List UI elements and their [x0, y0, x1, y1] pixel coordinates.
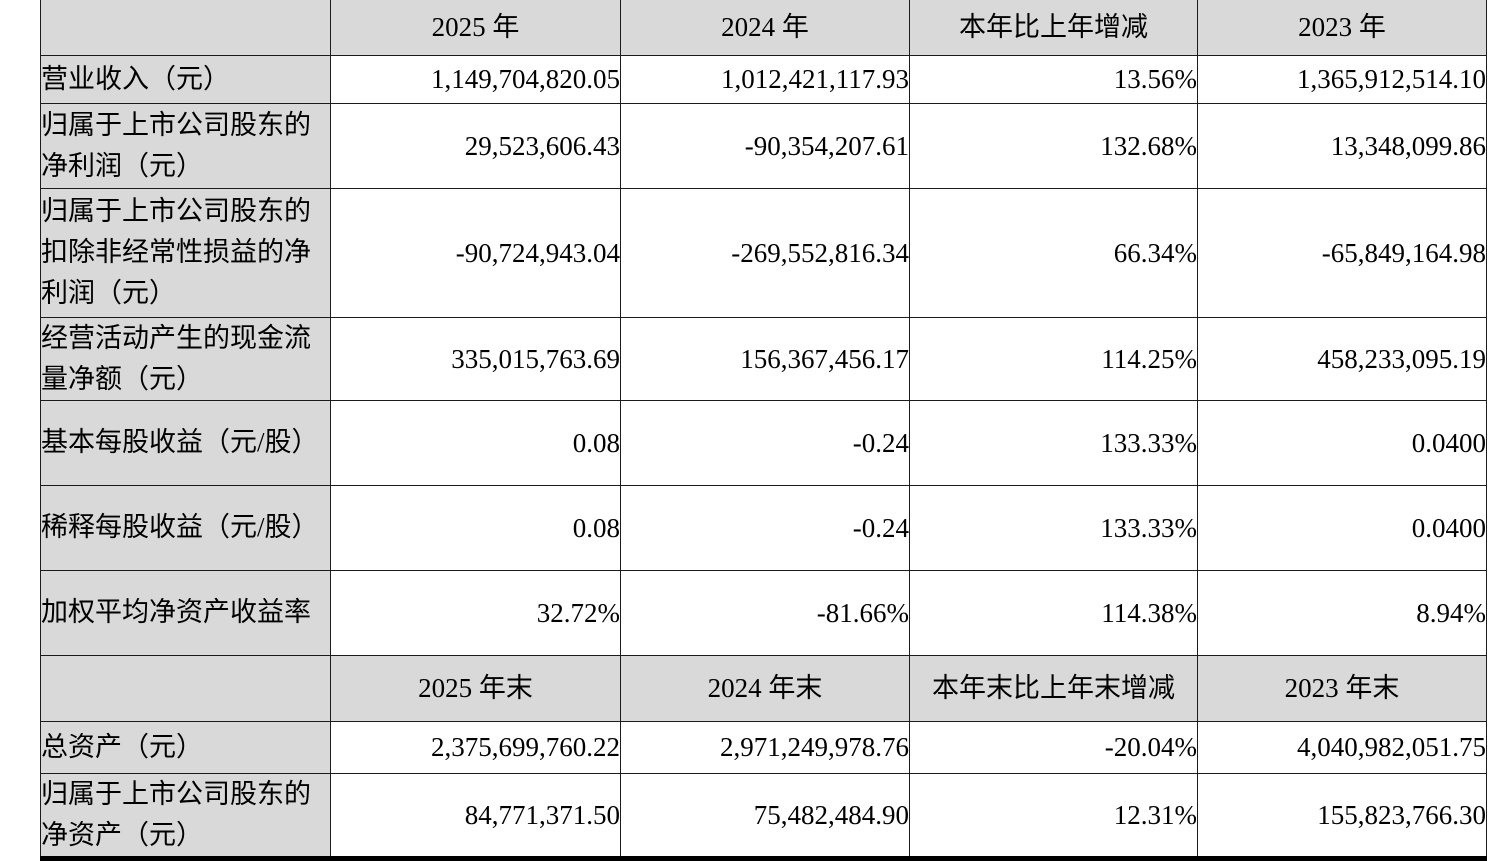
cell-2024: -0.24: [620, 399, 910, 486]
table-row-basic-eps: 基本每股收益（元/股） 0.08 -0.24 133.33% 0.0400: [40, 399, 1487, 486]
cell-2025: 32.72%: [330, 569, 621, 656]
cell-2023: 13,348,099.86: [1197, 102, 1487, 189]
col-header-eoy-change: 本年末比上年末增减: [909, 654, 1198, 722]
cell-2024: 2,971,249,978.76: [620, 720, 910, 774]
cell-change: 12.31%: [909, 772, 1198, 861]
cell-change: 66.34%: [909, 187, 1198, 318]
col-header-empty: [40, 0, 331, 56]
row-label: 归属于上市公司股东的扣除非经常性损益的净利润（元）: [40, 187, 331, 318]
cell-change: 114.38%: [909, 569, 1198, 656]
cell-2023: 0.0400: [1197, 484, 1487, 571]
cell-2023: 155,823,766.30: [1197, 772, 1487, 861]
cell-2023: -65,849,164.98: [1197, 187, 1487, 318]
cell-change: 133.33%: [909, 484, 1198, 571]
cell-2023: 1,365,912,514.10: [1197, 54, 1487, 104]
annual-header-row: 2025 年 2024 年 本年比上年增减 2023 年: [40, 0, 1487, 56]
table-row-diluted-eps: 稀释每股收益（元/股） 0.08 -0.24 133.33% 0.0400: [40, 484, 1487, 571]
col-header-2024-end: 2024 年末: [620, 654, 910, 722]
col-header-2025: 2025 年: [330, 0, 621, 56]
col-header-yoy-change: 本年比上年增减: [909, 0, 1198, 56]
row-label: 稀释每股收益（元/股）: [40, 484, 331, 571]
row-label: 总资产（元）: [40, 720, 331, 774]
table-row-net-assets: 归属于上市公司股东的净资产（元） 84,771,371.50 75,482,48…: [40, 772, 1487, 861]
cell-change: 13.56%: [909, 54, 1198, 104]
financial-summary-table: 2025 年 2024 年 本年比上年增减 2023 年 营业收入（元） 1,1…: [40, 0, 1487, 861]
cell-2025: 0.08: [330, 484, 621, 571]
col-header-2023-end: 2023 年末: [1197, 654, 1487, 722]
table-row-weighted-roe: 加权平均净资产收益率 32.72% -81.66% 114.38% 8.94%: [40, 569, 1487, 656]
cell-2024: 1,012,421,117.93: [620, 54, 910, 104]
col-header-2024: 2024 年: [620, 0, 910, 56]
cell-2024: -269,552,816.34: [620, 187, 910, 318]
eoy-header-row: 2025 年末 2024 年末 本年末比上年末增减 2023 年末: [40, 654, 1487, 722]
cell-2024: -0.24: [620, 484, 910, 571]
table-row-operating-cash-flow: 经营活动产生的现金流量净额（元） 335,015,763.69 156,367,…: [40, 316, 1487, 401]
table-row-net-profit: 归属于上市公司股东的净利润（元） 29,523,606.43 -90,354,2…: [40, 102, 1487, 189]
cell-2023: 0.0400: [1197, 399, 1487, 486]
col-header-2025-end: 2025 年末: [330, 654, 621, 722]
cell-change: 133.33%: [909, 399, 1198, 486]
cell-change: -20.04%: [909, 720, 1198, 774]
row-label: 基本每股收益（元/股）: [40, 399, 331, 486]
cell-2024: 156,367,456.17: [620, 316, 910, 401]
row-label: 加权平均净资产收益率: [40, 569, 331, 656]
cell-2025: 29,523,606.43: [330, 102, 621, 189]
cell-2025: 84,771,371.50: [330, 772, 621, 861]
cell-2025: 1,149,704,820.05: [330, 54, 621, 104]
col-header-empty: [40, 654, 331, 722]
cell-2025: 335,015,763.69: [330, 316, 621, 401]
cell-2023: 458,233,095.19: [1197, 316, 1487, 401]
row-label: 经营活动产生的现金流量净额（元）: [40, 316, 331, 401]
table-row-revenue: 营业收入（元） 1,149,704,820.05 1,012,421,117.9…: [40, 54, 1487, 104]
table-row-total-assets: 总资产（元） 2,375,699,760.22 2,971,249,978.76…: [40, 720, 1487, 774]
cell-2025: 2,375,699,760.22: [330, 720, 621, 774]
row-label: 营业收入（元）: [40, 54, 331, 104]
cell-2024: -90,354,207.61: [620, 102, 910, 189]
row-label: 归属于上市公司股东的净利润（元）: [40, 102, 331, 189]
cell-2025: 0.08: [330, 399, 621, 486]
table-row-net-profit-deducted: 归属于上市公司股东的扣除非经常性损益的净利润（元） -90,724,943.04…: [40, 187, 1487, 318]
cell-2025: -90,724,943.04: [330, 187, 621, 318]
cell-2023: 8.94%: [1197, 569, 1487, 656]
col-header-2023: 2023 年: [1197, 0, 1487, 56]
cell-change: 114.25%: [909, 316, 1198, 401]
cell-2024: -81.66%: [620, 569, 910, 656]
cell-2023: 4,040,982,051.75: [1197, 720, 1487, 774]
cell-2024: 75,482,484.90: [620, 772, 910, 861]
cell-change: 132.68%: [909, 102, 1198, 189]
row-label: 归属于上市公司股东的净资产（元）: [40, 772, 331, 861]
